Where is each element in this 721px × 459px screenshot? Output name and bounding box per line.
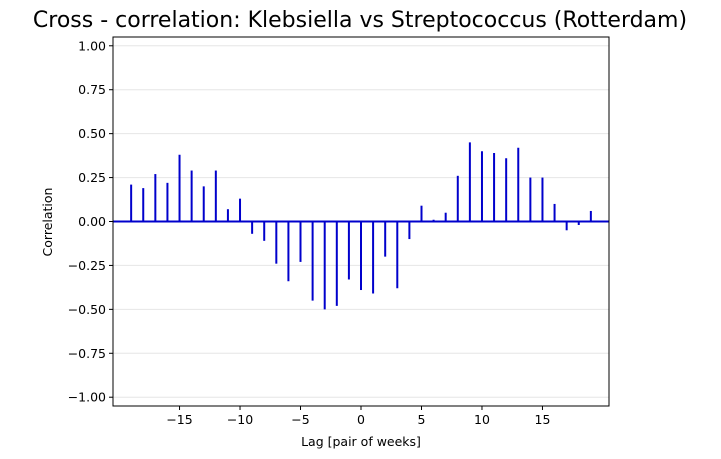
x-tick-label: 10 (474, 412, 490, 427)
x-tick-label: −5 (291, 412, 309, 427)
y-tick-label: −0.25 (68, 258, 106, 273)
y-tick-label: −0.75 (68, 346, 106, 361)
x-tick-label: −10 (227, 412, 253, 427)
x-axis-label: Lag [pair of weeks] (301, 434, 421, 449)
x-tick-label: 5 (418, 412, 426, 427)
x-tick-label: 15 (535, 412, 551, 427)
x-axis: −15 −10 −5 0 5 10 15 (166, 406, 550, 427)
y-tick-label: 1.00 (78, 38, 106, 53)
chart-title: Cross - correlation: Klebsiella vs Strep… (33, 8, 687, 33)
x-tick-label: 0 (357, 412, 365, 427)
y-tick-label: −1.00 (68, 390, 106, 405)
y-tick-label: 0.00 (78, 214, 106, 229)
x-tick-label: −15 (166, 412, 192, 427)
y-axis-label: Correlation (40, 188, 55, 257)
y-tick-label: 0.25 (78, 170, 106, 185)
bars (130, 142, 592, 310)
y-tick-label: −0.50 (68, 302, 106, 317)
y-tick-label: 0.50 (78, 126, 106, 141)
y-axis: −1.00 −0.75 −0.50 −0.25 0.00 0.25 0.50 0.75 1.00 (68, 38, 113, 405)
y-tick-label: 0.75 (78, 82, 106, 97)
